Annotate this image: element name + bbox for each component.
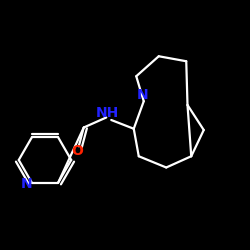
Text: NH: NH: [96, 106, 119, 120]
Text: N: N: [20, 177, 32, 191]
Text: N: N: [137, 88, 148, 102]
Text: O: O: [71, 144, 83, 158]
